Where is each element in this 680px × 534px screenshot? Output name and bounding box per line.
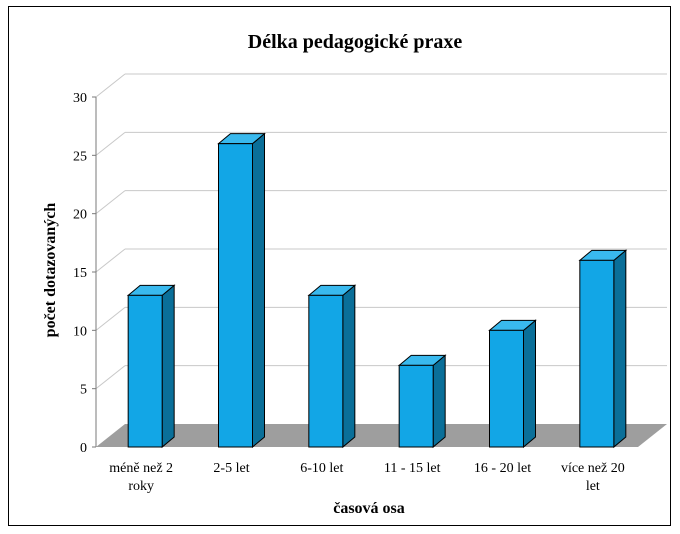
bar-side xyxy=(252,132,265,449)
bar-front xyxy=(308,294,344,448)
x-tick-label: 11 - 15 let xyxy=(384,461,441,476)
bar-front xyxy=(127,294,163,448)
x-tick-label: více než 20 let xyxy=(561,461,625,494)
bar-side xyxy=(523,319,536,449)
bar-front xyxy=(489,329,524,448)
y-tick-label: 30 xyxy=(73,91,87,106)
bar-side xyxy=(613,249,627,449)
gridline-side xyxy=(95,73,126,98)
bar xyxy=(126,284,176,449)
bars xyxy=(126,132,628,449)
y-tick-label: 15 xyxy=(73,266,87,281)
bar xyxy=(217,132,266,449)
bar xyxy=(307,284,357,449)
gridline-side xyxy=(95,365,126,390)
x-tick-label: méně než 2 roky xyxy=(109,461,173,494)
bar-front xyxy=(218,143,253,448)
y-tick-label: 5 xyxy=(80,383,87,398)
bar-side xyxy=(342,284,356,449)
y-tick-label: 10 xyxy=(73,324,87,339)
x-tick-label: 2-5 let xyxy=(213,461,249,476)
x-axis-title: časová osa xyxy=(333,500,405,517)
y-axis: 0 5 10 15 20 25 30 xyxy=(73,91,97,456)
x-axis-labels: méně než 2 roky 2-5 let 6-10 let 11 - 15 let… xyxy=(109,461,624,494)
chart-title: Délka pedagogické praxe xyxy=(248,31,463,53)
y-tick-label: 20 xyxy=(73,208,87,223)
gridline-side xyxy=(95,190,126,215)
y-tick-label: 25 xyxy=(73,149,87,164)
bar xyxy=(488,319,537,449)
bar xyxy=(397,354,447,449)
bar-side xyxy=(161,284,175,449)
bar-side xyxy=(432,354,446,449)
bar xyxy=(578,249,628,449)
y-axis-title: počet dotazovaných xyxy=(42,203,59,338)
bar-front xyxy=(579,259,615,448)
x-tick-label: 6-10 let xyxy=(300,461,343,476)
gridline-side xyxy=(95,131,126,156)
gridline-side xyxy=(95,248,126,273)
gridlines xyxy=(95,73,667,390)
bar-front xyxy=(398,364,434,448)
x-tick-label: 16 - 20 let xyxy=(474,461,531,476)
gridline-side xyxy=(95,306,126,331)
y-tick-label: 0 xyxy=(80,441,87,456)
